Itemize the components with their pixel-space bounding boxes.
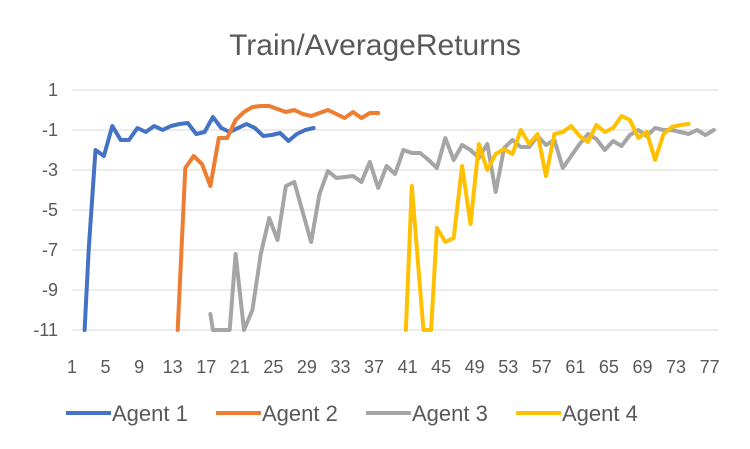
x-tick-label: 29	[297, 357, 317, 377]
series-line-agent-2	[175, 104, 381, 332]
x-tick-label: 25	[263, 357, 283, 377]
x-tick-label: 13	[163, 357, 183, 377]
x-tick-label: 21	[230, 357, 250, 377]
y-tick-label: -9	[42, 280, 58, 300]
x-tick-label: 73	[666, 357, 686, 377]
legend-label: Agent 2	[262, 401, 338, 426]
x-tick-label: 33	[330, 357, 350, 377]
x-tick-label: 37	[364, 357, 384, 377]
x-tick-label: 77	[700, 357, 720, 377]
y-tick-label: -11	[33, 320, 58, 340]
x-tick-label: 49	[465, 357, 485, 377]
y-tick-label: -5	[42, 200, 58, 220]
series-line-agent-1	[82, 115, 316, 332]
x-tick-label: 69	[632, 357, 652, 377]
legend-label: Agent 4	[562, 401, 638, 426]
x-tick-label: 5	[101, 357, 111, 377]
x-tick-label: 17	[196, 357, 216, 377]
x-axis-ticks: 1 5 9 13 17 21 25 29 33 37 41 45 49 53 57 61 65 69 73 77	[67, 357, 720, 377]
x-tick-label: 41	[398, 357, 418, 377]
x-tick-label: 61	[565, 357, 585, 377]
x-tick-label: 45	[431, 357, 451, 377]
y-tick-label: -7	[42, 240, 58, 260]
series-line-agent-3	[208, 126, 716, 332]
legend: Agent 1 Agent 2 Agent 3 Agent 4	[66, 401, 638, 426]
x-tick-label: 9	[134, 357, 144, 377]
x-tick-label: 53	[498, 357, 518, 377]
y-axis-ticks: 1 -1 -3 -5 -7 -9 -11	[33, 80, 58, 340]
legend-label: Agent 3	[412, 401, 488, 426]
y-tick-label: -1	[42, 120, 58, 140]
chart-title: Train/AverageReturns	[229, 29, 521, 62]
x-tick-label: 65	[599, 357, 619, 377]
series-line-agent-4	[403, 114, 691, 332]
x-tick-label: 1	[67, 357, 77, 377]
series-lines	[82, 104, 716, 332]
y-tick-label: 1	[48, 80, 58, 100]
y-tick-label: -3	[42, 160, 58, 180]
x-tick-label: 57	[532, 357, 552, 377]
legend-label: Agent 1	[112, 401, 188, 426]
